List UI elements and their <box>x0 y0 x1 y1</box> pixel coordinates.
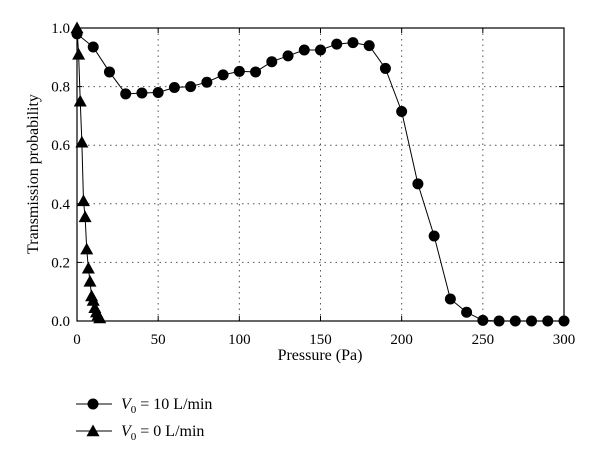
y-tick-label: 0.0 <box>51 314 70 330</box>
grid <box>77 28 564 321</box>
data-point-triangle <box>76 194 90 207</box>
data-point-circle <box>103 66 115 78</box>
data-point-circle <box>331 38 343 50</box>
data-point-circle <box>217 69 229 81</box>
data-point-triangle <box>73 94 87 107</box>
series-line <box>76 27 101 319</box>
data-point-circle <box>526 315 538 327</box>
data-point-circle <box>87 41 99 53</box>
data-point-circle <box>136 87 148 99</box>
data-point-triangle <box>80 242 94 255</box>
data-point-circle <box>185 81 197 93</box>
legend-marker-circle <box>87 398 99 410</box>
data-point-circle <box>266 56 278 68</box>
x-tick-label: 150 <box>309 332 332 348</box>
data-point-circle <box>493 315 505 327</box>
data-point-circle <box>250 66 262 78</box>
legend-item: V0 = 10 L/min <box>76 396 212 416</box>
legend-item: V0 = 0 L/min <box>76 423 204 443</box>
series-triangle <box>70 21 107 324</box>
x-tick-label: 50 <box>151 332 166 348</box>
data-point-triangle <box>93 311 107 324</box>
x-tick-label: 200 <box>390 332 413 348</box>
data-point-triangle <box>75 135 89 148</box>
legend: V0 = 10 L/min V0 = 0 L/min <box>76 396 212 443</box>
data-point-circle <box>444 293 456 305</box>
data-point-circle <box>201 76 213 88</box>
y-tick-label: 1.0 <box>51 21 70 37</box>
data-point-triangle <box>83 274 97 287</box>
y-tick-label: 0.4 <box>51 197 70 213</box>
legend-label: V0 = 0 L/min <box>121 423 204 443</box>
y-tick-label: 0.8 <box>51 80 70 96</box>
data-point-circle <box>396 106 408 118</box>
data-point-circle <box>428 230 440 242</box>
axis-ticks: 0 50 100 150 200 250 300 0.0 0.2 0.4 0.6 0.8 1.0 <box>51 21 575 348</box>
data-point-circle <box>363 40 375 52</box>
y-tick-label: 0.6 <box>51 138 70 154</box>
data-point-circle <box>298 44 310 56</box>
legend-label: V0 = 10 L/min <box>121 396 212 416</box>
plot-frame <box>76 27 565 322</box>
data-point-circle <box>558 315 570 327</box>
data-point-circle <box>168 81 180 93</box>
data-point-circle <box>152 86 164 98</box>
data-point-circle <box>315 44 326 56</box>
x-axis-label: Pressure (Pa) <box>278 347 363 364</box>
data-point-triangle <box>81 261 95 274</box>
data-point-circle <box>120 88 132 100</box>
legend-marker-triangle <box>86 424 100 437</box>
data-point-triangle <box>86 293 100 306</box>
x-tick-label: 100 <box>228 332 251 348</box>
data-point-circle <box>347 37 359 49</box>
data-point-circle <box>233 65 245 77</box>
y-axis-label: Transmission probability <box>25 94 42 254</box>
x-tick-label: 300 <box>553 332 576 348</box>
data-point-triangle <box>72 47 86 60</box>
data-series <box>70 21 570 327</box>
data-point-triangle <box>70 21 84 34</box>
data-point-triangle <box>78 210 92 223</box>
data-point-circle <box>379 62 391 74</box>
y-tick-label: 0.2 <box>51 255 70 271</box>
data-point-circle <box>282 50 294 62</box>
data-point-circle <box>542 315 554 327</box>
x-tick-label: 0 <box>73 332 81 348</box>
data-point-circle <box>461 306 473 318</box>
data-point-circle <box>509 315 521 327</box>
data-point-circle <box>477 314 489 326</box>
data-point-circle <box>412 178 424 190</box>
x-tick-label: 250 <box>472 332 495 348</box>
